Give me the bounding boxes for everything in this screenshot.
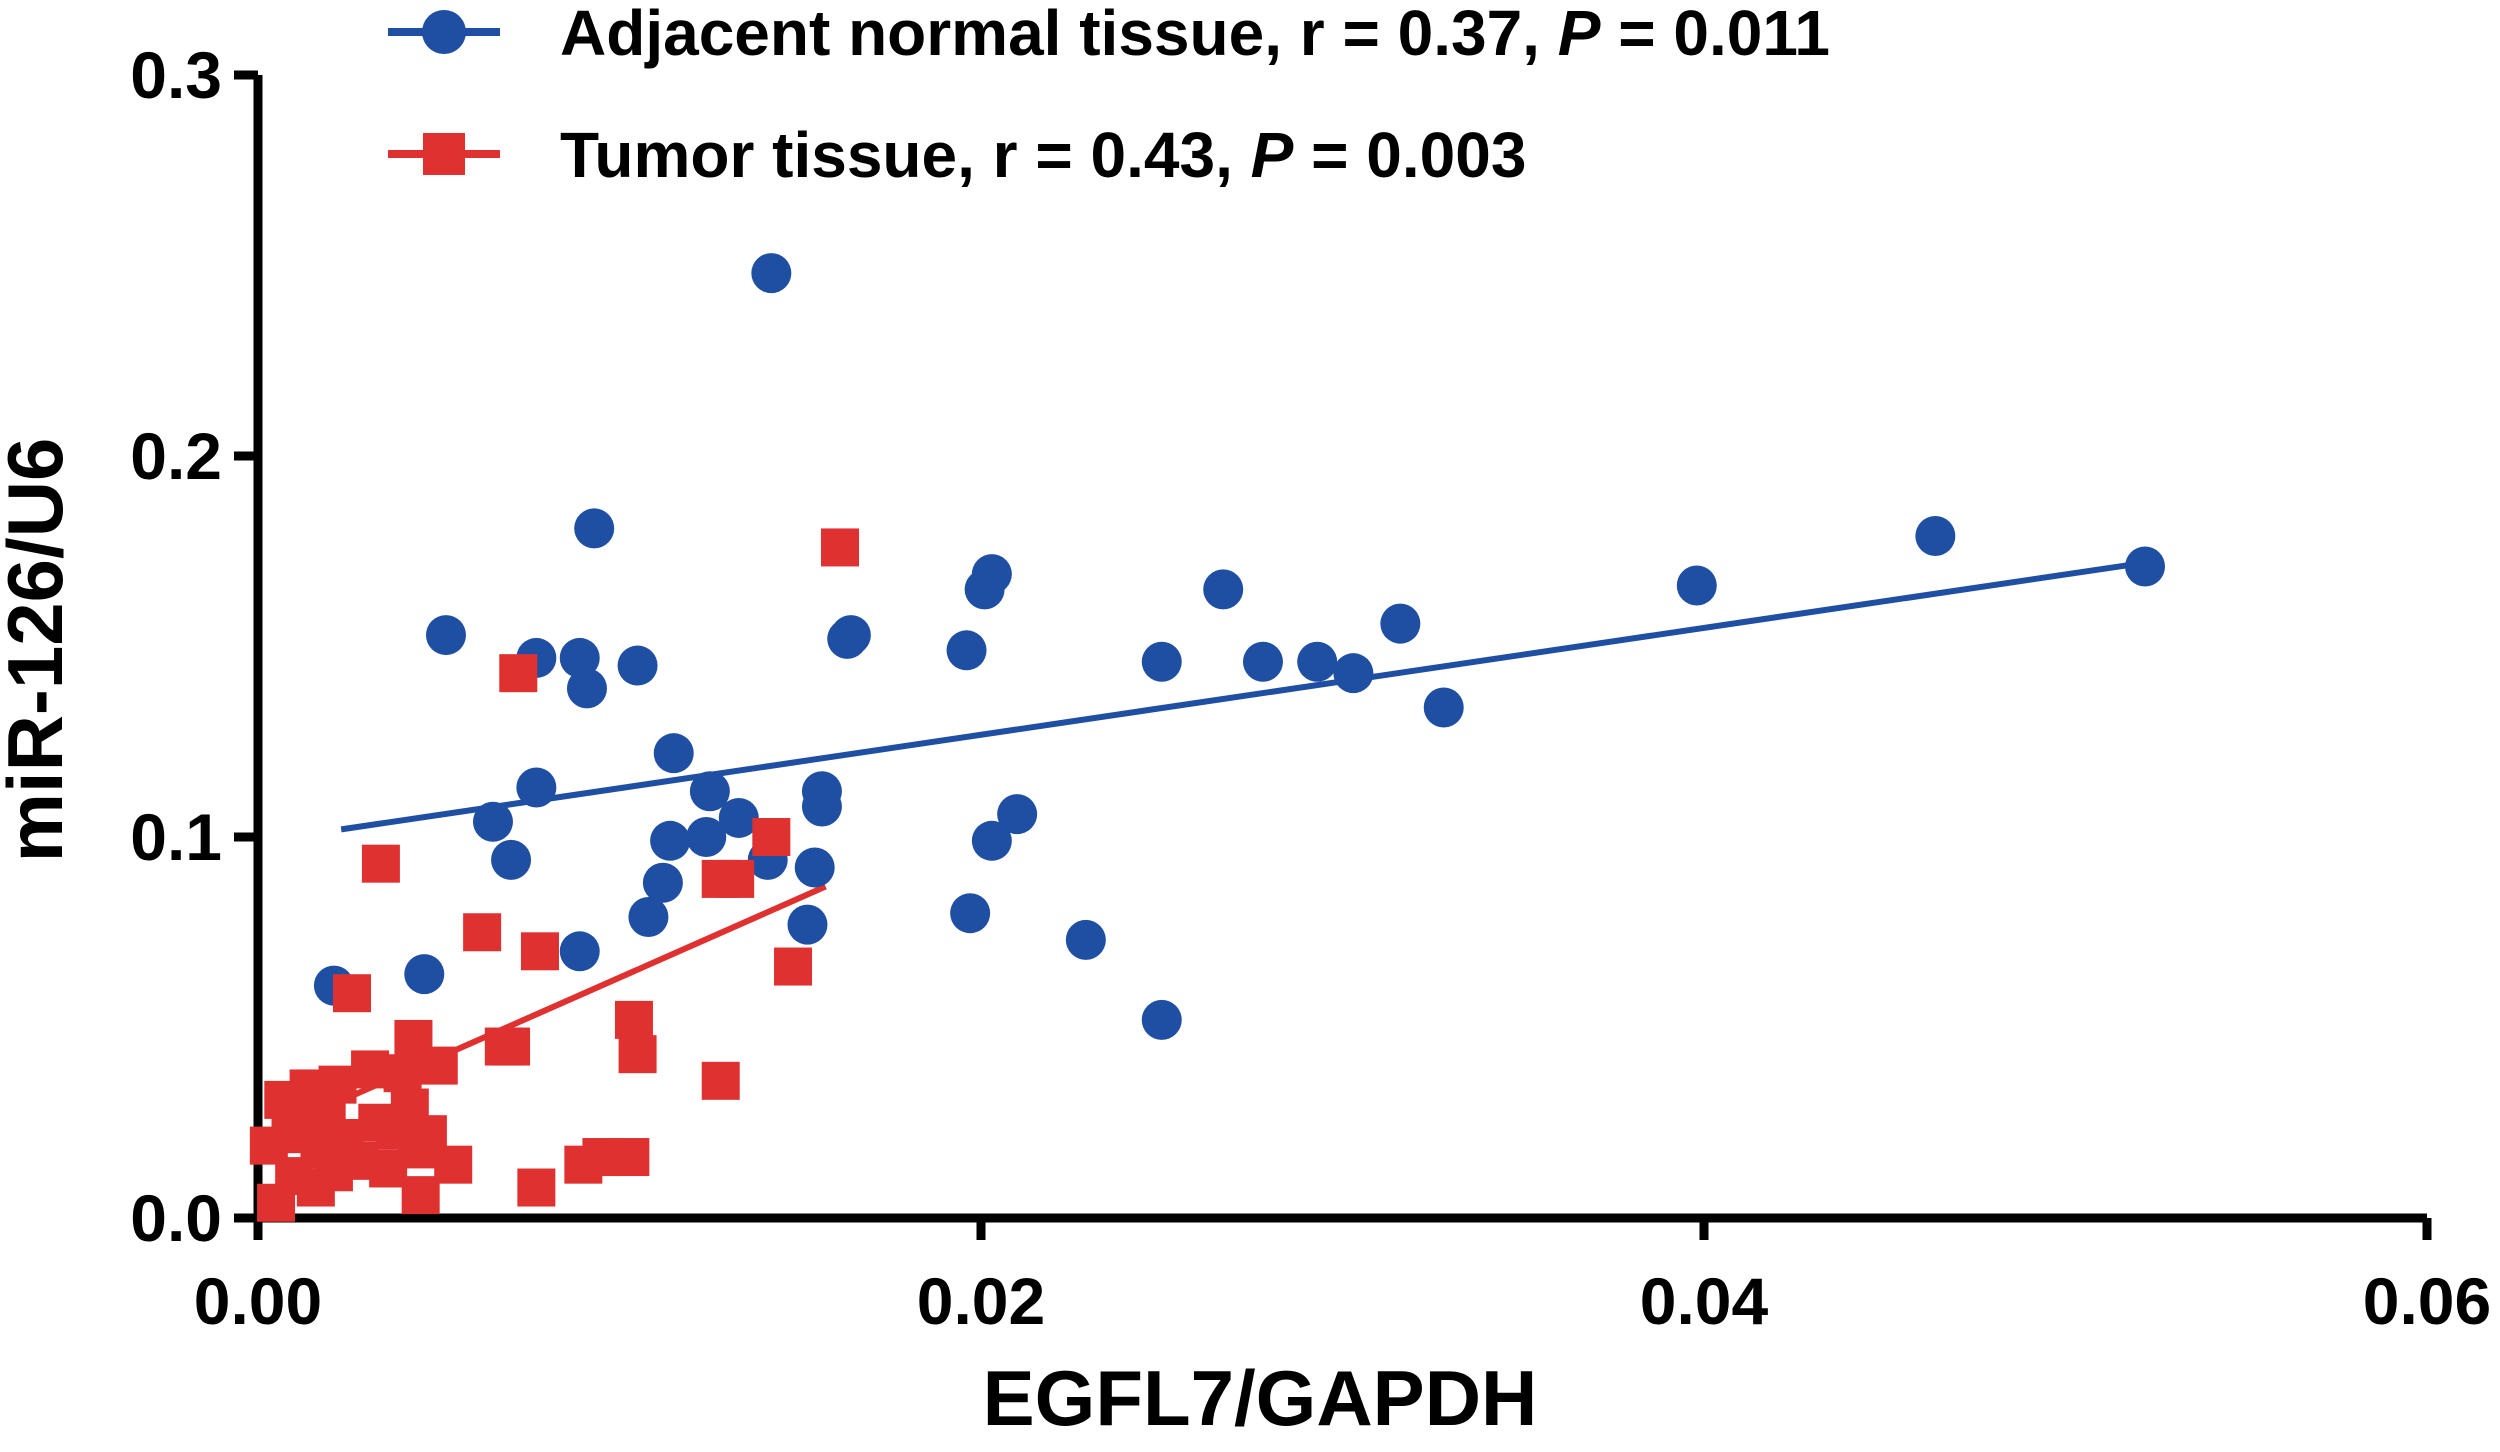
normal-point <box>1380 603 1421 644</box>
normal-point <box>1915 516 1956 557</box>
normal-point <box>404 954 445 995</box>
x-axis-title: EGFL7/GAPDH <box>983 1354 1538 1442</box>
normal-point <box>997 794 1038 835</box>
normal-point <box>787 904 828 945</box>
normal-point <box>830 615 871 656</box>
y-tick-label: 0.1 <box>130 800 222 874</box>
y-tick-label: 0.0 <box>130 1181 222 1255</box>
legend-item-tumor: Tumor tissue, r = 0.43, P = 0.003 <box>388 119 1526 191</box>
tumor-point <box>614 1000 653 1039</box>
legend-item-normal: Adjacent normal tissue, r = 0.37, P = 0.… <box>388 0 1830 69</box>
tumor-point <box>332 974 371 1013</box>
tumor-point <box>716 859 755 898</box>
normal-point <box>1676 565 1717 606</box>
normal-point <box>566 668 607 709</box>
normal-point <box>718 797 759 838</box>
tumor-point <box>774 947 813 986</box>
tumor-point <box>752 818 791 856</box>
tumor-point <box>492 1027 531 1066</box>
x-tick-label: 0.00 <box>194 1264 322 1338</box>
normal-point <box>1297 641 1338 682</box>
normal-point <box>971 554 1012 595</box>
tumor-point <box>499 654 538 693</box>
tumor-point <box>351 1050 390 1089</box>
tumor-point <box>618 1035 657 1074</box>
tumor-fit-line <box>264 883 827 1137</box>
legend-label-normal: Adjacent normal tissue, r = 0.37, P = 0.… <box>560 0 1830 69</box>
normal-point <box>686 817 727 857</box>
normal-point <box>689 771 730 812</box>
tumor-point <box>517 1168 556 1207</box>
normal-point <box>946 630 987 671</box>
legend-label-suffix: = 0.011 <box>1600 0 1830 69</box>
legend: Adjacent normal tissue, r = 0.37, P = 0.… <box>388 0 1830 191</box>
normal-point <box>425 615 466 656</box>
normal-point <box>1141 641 1182 682</box>
normal-point <box>1333 653 1374 694</box>
normal-point <box>2125 546 2166 587</box>
data-points <box>249 253 2166 1222</box>
x-tick-label: 0.06 <box>2363 1264 2491 1338</box>
normal-point <box>751 253 792 294</box>
tumor-point <box>401 1176 440 1215</box>
x-tick-label: 0.04 <box>1640 1264 1769 1338</box>
y-tick-label: 0.3 <box>130 38 222 112</box>
tumor-point <box>434 1145 473 1184</box>
legend-marker-tumor <box>423 133 465 175</box>
legend-label-prefix: Tumor tissue, r = 0.43, <box>560 119 1251 191</box>
tumor-point <box>520 932 559 971</box>
normal-point <box>642 862 683 903</box>
normal-point <box>653 733 694 774</box>
normal-point <box>617 645 658 686</box>
tumor-point <box>611 1138 650 1177</box>
normal-point <box>1242 641 1283 682</box>
axes <box>253 75 2427 1223</box>
normal-point <box>1141 999 1182 1040</box>
tumor-point <box>383 1054 422 1093</box>
normal-point <box>574 508 615 549</box>
tumor-point <box>361 844 400 883</box>
normal-point <box>559 637 600 678</box>
normal-point <box>950 893 991 934</box>
normal-point <box>794 847 835 888</box>
tumor-point <box>821 528 860 567</box>
x-tick-label: 0.02 <box>917 1264 1045 1338</box>
y-tick-label: 0.2 <box>130 419 222 493</box>
legend-label-p-symbol: P <box>1558 0 1601 69</box>
tumor-point <box>318 1065 357 1104</box>
normal-point <box>491 839 532 880</box>
normal-point <box>1065 919 1106 960</box>
normal-point <box>472 801 513 842</box>
tumor-point <box>463 913 502 952</box>
legend-label-tumor: Tumor tissue, r = 0.43, P = 0.003 <box>560 119 1526 191</box>
normal-point <box>801 786 842 827</box>
legend-label-suffix: = 0.003 <box>1293 119 1526 191</box>
normal-point <box>559 931 600 972</box>
legend-label-prefix: Adjacent normal tissue, r = 0.37, <box>560 0 1558 69</box>
y-axis-title: miR-126/U6 <box>0 438 79 863</box>
normal-point <box>971 820 1012 861</box>
fit-lines <box>264 559 2146 1137</box>
normal-point <box>628 897 669 938</box>
tumor-point <box>701 1061 740 1100</box>
legend-marker-normal <box>422 10 466 54</box>
tumor-point <box>419 1046 458 1085</box>
ticks: 0.00 0.02 0.04 0.06 0.0 0.1 0.2 0.3 <box>130 38 2491 1338</box>
normal-point <box>516 767 557 808</box>
normal-point <box>650 820 691 861</box>
normal-fit-line <box>340 559 2146 833</box>
legend-label-p-symbol: P <box>1251 119 1294 191</box>
normal-point <box>1203 569 1244 610</box>
normal-point <box>1423 687 1464 728</box>
